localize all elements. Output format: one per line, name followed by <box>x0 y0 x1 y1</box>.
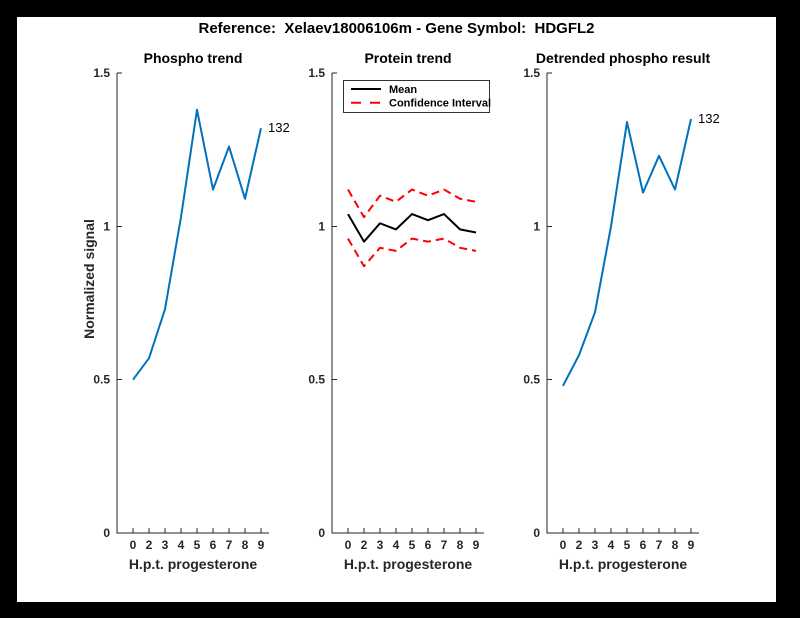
tick-label: 1 <box>103 219 110 233</box>
tick-label: 7 <box>226 538 233 552</box>
tick-label: 1.5 <box>308 66 325 80</box>
tick-label: 2 <box>361 538 368 552</box>
tick-label: 1.5 <box>523 66 540 80</box>
series-confidence-interval-upper <box>347 188 477 219</box>
tick-label: 6 <box>640 538 647 552</box>
tick-label: 3 <box>162 538 169 552</box>
figure-canvas: Reference: Xelaev18006106m - Gene Symbol… <box>17 17 776 602</box>
tick-label: 5 <box>194 538 201 552</box>
tick-label: 0.5 <box>93 373 110 387</box>
tick-label: 3 <box>377 538 384 552</box>
end-label: 132 <box>268 120 290 135</box>
tick-label: 0 <box>103 526 110 540</box>
tick-label: 0 <box>345 538 352 552</box>
tick-label: 1.5 <box>93 66 110 80</box>
tick-label: 9 <box>473 538 480 552</box>
tick-label: 4 <box>608 538 615 552</box>
subplot-title-detrended-phospho: Detrended phospho result <box>535 50 711 66</box>
series-confidence-interval-lower <box>347 237 477 268</box>
tick-label: 1 <box>533 219 540 233</box>
legend-box <box>343 80 490 113</box>
tick-label: 8 <box>242 538 249 552</box>
tick-label: 1 <box>318 219 325 233</box>
legend: Mean Confidence Interval <box>343 80 491 113</box>
tick-label: 0.5 <box>308 373 325 387</box>
tick-label: 4 <box>178 538 185 552</box>
legend-label: Mean <box>389 84 417 96</box>
tick-label: 4 <box>393 538 400 552</box>
figure-title: Reference: Xelaev18006106m - Gene Symbol… <box>198 20 595 37</box>
tick-label: 7 <box>656 538 663 552</box>
tick-label: 5 <box>624 538 631 552</box>
end-label: 132 <box>698 111 720 126</box>
tick-label: 6 <box>425 538 432 552</box>
series-phospho <box>132 108 262 381</box>
series-mean <box>347 213 477 243</box>
subplot-title-phospho-trend: Phospho trend <box>143 50 243 66</box>
tick-label: 8 <box>457 538 464 552</box>
tick-label: 0 <box>130 538 137 552</box>
tick-label: 3 <box>592 538 599 552</box>
x-axis-label-1: H.p.t. progesterone <box>128 556 258 572</box>
tick-label: 2 <box>576 538 583 552</box>
axis-lines <box>331 73 484 534</box>
tick-label: 0.5 <box>523 373 540 387</box>
tick-label: 6 <box>210 538 217 552</box>
tick-label: 0 <box>318 526 325 540</box>
x-axis-label-2: H.p.t. progesterone <box>343 556 473 572</box>
subplot-title-protein-trend: Protein trend <box>364 50 452 66</box>
tick-label: 8 <box>672 538 679 552</box>
series-detrended-phospho <box>562 118 692 387</box>
tick-label: 9 <box>688 538 695 552</box>
tick-label: 7 <box>441 538 448 552</box>
tick-label: 9 <box>258 538 265 552</box>
tick-label: 0 <box>560 538 567 552</box>
tick-label: 2 <box>146 538 153 552</box>
tick-label: 0 <box>533 526 540 540</box>
legend-label: Confidence Interval <box>389 98 491 110</box>
tick-label: 5 <box>409 538 416 552</box>
x-axis-label-3: H.p.t. progesterone <box>558 556 688 572</box>
